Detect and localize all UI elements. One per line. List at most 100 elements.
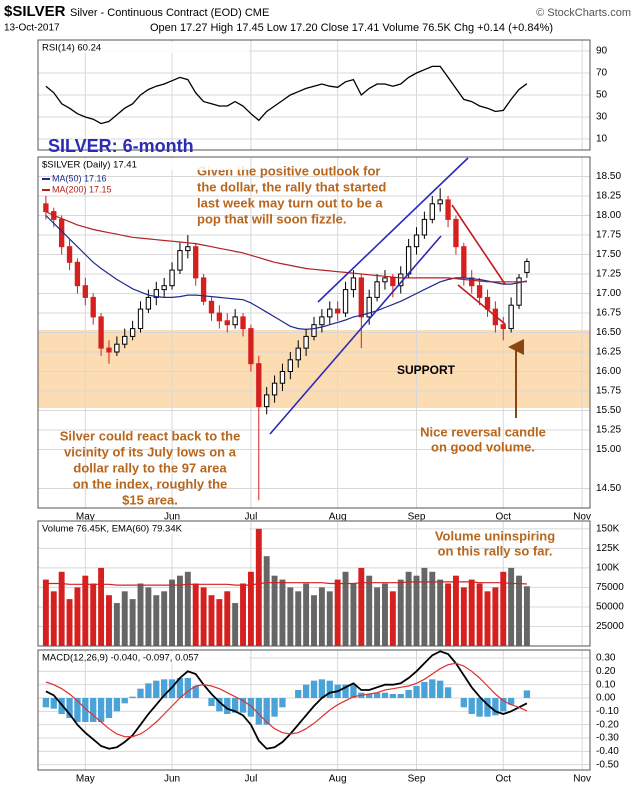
candle-body xyxy=(66,246,73,263)
symbol: $SILVER xyxy=(4,3,66,20)
volume-bar xyxy=(137,583,144,646)
histogram-bar xyxy=(271,698,278,717)
volume-bar xyxy=(413,575,420,646)
y-tick-label: 17.50 xyxy=(596,249,621,260)
volume-bar xyxy=(169,579,176,646)
volume-bar xyxy=(58,571,65,646)
y-tick-label: 14.50 xyxy=(596,483,621,494)
volume-bar xyxy=(208,595,215,646)
y-tick-label: 0.20 xyxy=(596,666,616,677)
histogram-bar xyxy=(137,688,144,698)
trend-line xyxy=(457,284,506,325)
histogram-bar xyxy=(500,698,507,712)
volume-bar xyxy=(287,587,294,646)
x-tick-label: Oct xyxy=(495,774,511,785)
annotation: Volume uninspiring xyxy=(435,528,555,543)
x-tick-label: Nov xyxy=(573,512,591,523)
volume-bar xyxy=(460,587,467,646)
volume-bar xyxy=(90,583,97,646)
volume-bar xyxy=(421,567,428,646)
annotation: last week may turn out to be a xyxy=(197,195,383,210)
histogram-bar xyxy=(263,698,270,725)
histogram-bar xyxy=(437,680,444,698)
y-tick-label: 16.50 xyxy=(596,327,621,338)
y-tick-label: 18.00 xyxy=(596,210,621,221)
histogram-bar xyxy=(168,679,176,698)
candle-body xyxy=(43,203,49,213)
histogram-bar xyxy=(153,680,160,698)
volume-bar xyxy=(176,575,183,646)
y-tick-label: 90 xyxy=(596,46,608,57)
support-band xyxy=(38,330,590,408)
quote: Open 17.27 High 17.45 Low 17.20 Close 17… xyxy=(150,22,553,34)
x-tick-label: Aug xyxy=(329,774,347,785)
y-tick-label: 15.75 xyxy=(596,386,621,397)
line-series xyxy=(45,650,528,750)
volume-bar xyxy=(255,528,262,646)
x-tick-label: Sep xyxy=(408,512,426,523)
y-tick-label: 0.00 xyxy=(596,693,616,704)
line-series xyxy=(45,65,528,125)
annotation: on the index, roughly the xyxy=(73,476,228,491)
candle-body xyxy=(74,261,81,287)
support-label: SUPPORT xyxy=(397,363,456,377)
annotation: on good volume. xyxy=(431,439,535,454)
candle-body xyxy=(319,316,325,326)
candle-body xyxy=(453,218,459,248)
volume-bar xyxy=(42,579,49,646)
volume-bar xyxy=(216,599,223,646)
volume-bar xyxy=(121,591,128,646)
volume-bar xyxy=(145,587,152,646)
candle-body xyxy=(303,335,309,349)
histogram-bar xyxy=(145,683,152,698)
y-tick-label: 30 xyxy=(596,112,608,123)
trend-line xyxy=(269,235,442,435)
volume-bar xyxy=(318,587,325,646)
volume-bar xyxy=(358,567,365,646)
volume-bar xyxy=(350,583,357,646)
date: 13-Oct-2017 xyxy=(4,23,60,34)
volume-bar xyxy=(113,603,120,646)
y-tick-label: 50000 xyxy=(596,602,624,613)
histogram-bar xyxy=(247,698,255,717)
histogram-bar xyxy=(216,698,223,712)
volume-bar xyxy=(382,583,388,646)
volume-bar xyxy=(326,591,333,646)
candle-body xyxy=(476,285,483,298)
candle-body xyxy=(358,277,364,318)
volume-bar xyxy=(240,583,246,646)
candle-body xyxy=(461,246,467,279)
volume-bar xyxy=(437,579,444,646)
volume-bar xyxy=(500,571,507,646)
candle-body xyxy=(137,308,144,330)
volume-bar xyxy=(468,579,475,646)
histogram-bar xyxy=(366,694,373,698)
volume-bar xyxy=(311,595,317,646)
x-tick-label: Oct xyxy=(495,512,511,523)
candle-body xyxy=(129,328,136,337)
volume-bar xyxy=(374,587,381,646)
y-tick-label: 50 xyxy=(596,90,608,101)
histogram-bar xyxy=(405,690,412,698)
histogram-bar xyxy=(105,698,113,718)
candle-body xyxy=(208,300,215,314)
histogram-bar xyxy=(66,698,73,718)
y-tick-label: 10 xyxy=(596,134,608,145)
volume-bar xyxy=(445,583,452,646)
volume-bar xyxy=(303,583,310,646)
candle-body xyxy=(90,296,96,318)
x-tick-label: May xyxy=(76,512,95,523)
volume-bar xyxy=(295,591,302,646)
annotation: Silver could react back to the xyxy=(60,428,241,443)
candle-body xyxy=(177,250,183,271)
panel: May Jun Jul Aug Sep Oct Nov 0.30 0.20 0.10 0.00 -0.… xyxy=(37,649,619,785)
volume-bar xyxy=(484,591,491,646)
candle-body xyxy=(264,394,270,408)
histogram-bar xyxy=(373,692,381,698)
histogram-bar xyxy=(192,686,199,698)
volume-bar xyxy=(50,591,57,646)
volume-bar xyxy=(452,575,459,646)
y-tick-label: 16.00 xyxy=(596,366,621,377)
candle-body xyxy=(161,285,167,291)
